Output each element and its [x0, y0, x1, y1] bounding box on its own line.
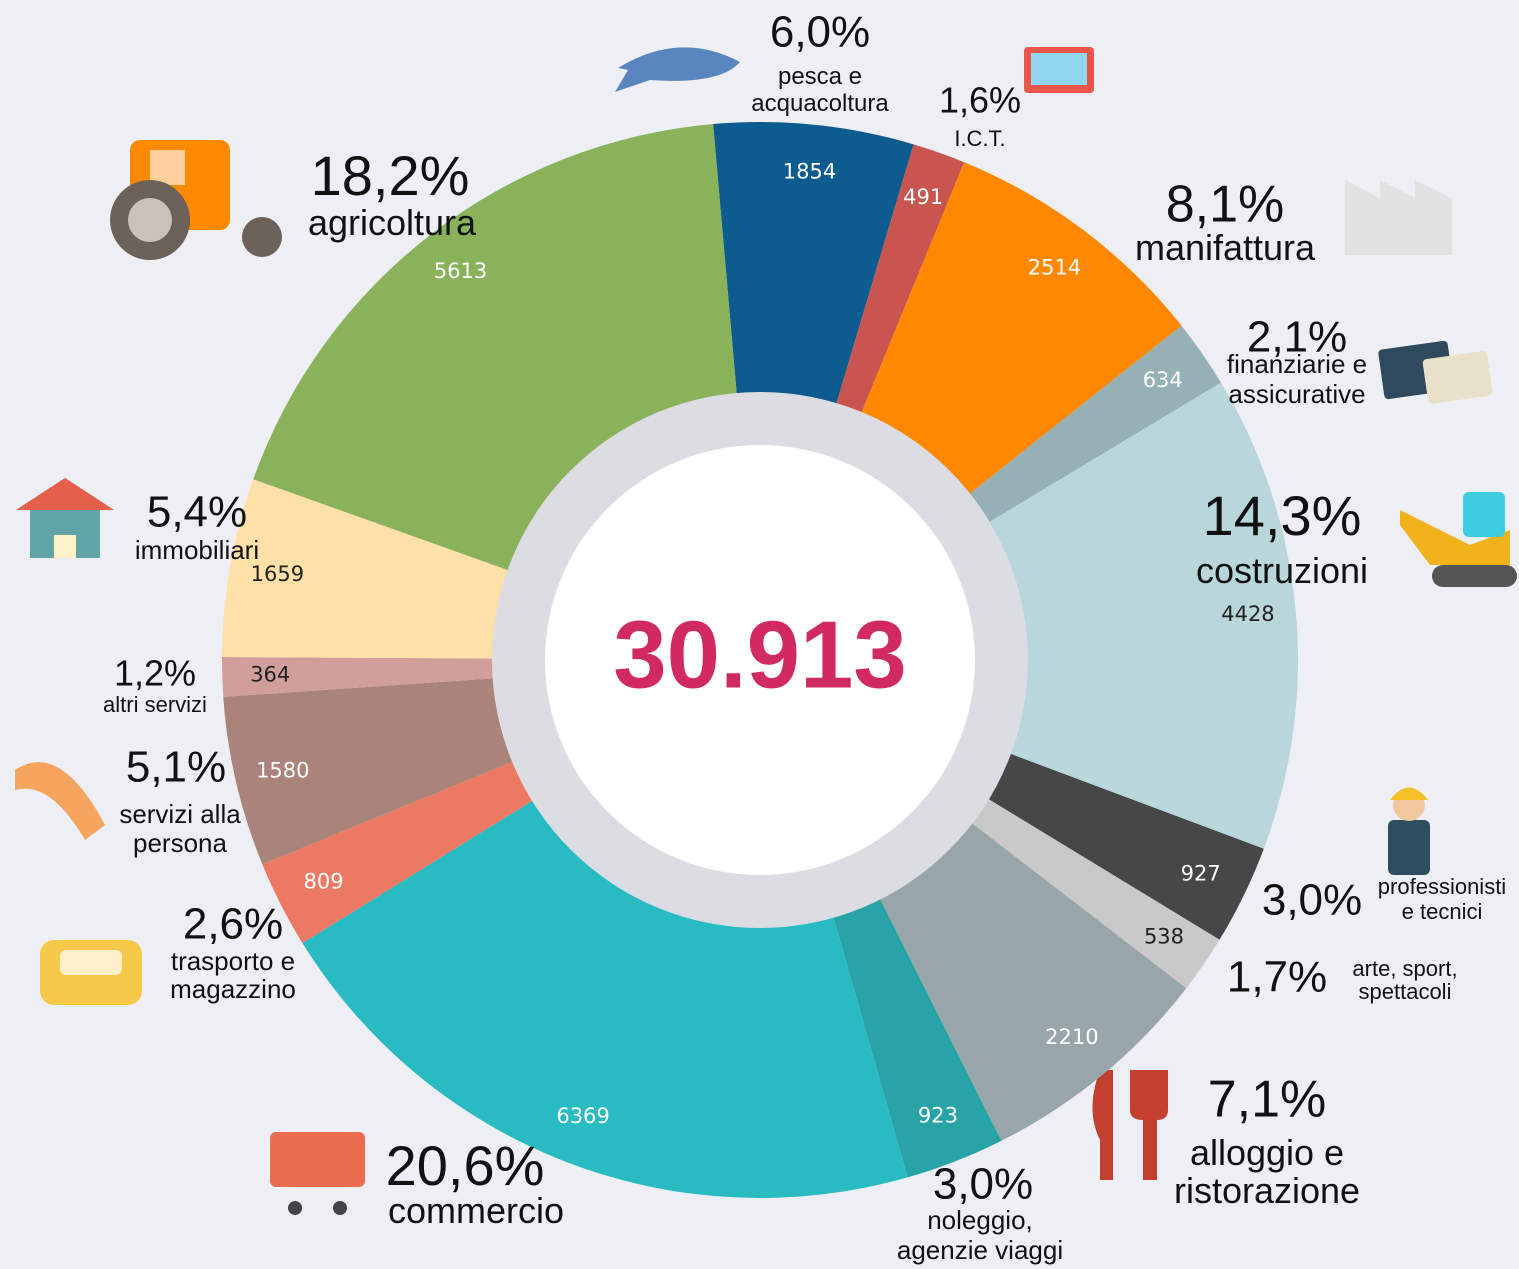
donut-hole: [545, 445, 975, 875]
percent-label: 18,2%: [311, 144, 470, 207]
category-label: immobiliari: [135, 535, 259, 565]
cart-icon: [288, 1201, 302, 1215]
card-icon: [1422, 351, 1493, 404]
percent-label: 1,6%: [939, 80, 1021, 121]
value-label: 1580: [256, 758, 309, 782]
monitor-icon: [1031, 53, 1087, 85]
percent-label: 3,0%: [933, 1160, 1033, 1209]
house-icon: [16, 478, 114, 510]
value-label: 1659: [251, 562, 304, 586]
percent-label: 5,1%: [126, 743, 226, 792]
fish-icon: [615, 47, 740, 92]
value-label: 2210: [1045, 1025, 1098, 1049]
category-label: I.C.T.: [954, 126, 1005, 151]
factory-icon: [1345, 180, 1452, 255]
icons: [15, 47, 1517, 1215]
category-label: arte, sport, spettacoli: [1352, 956, 1457, 1004]
value-label: 538: [1144, 924, 1184, 948]
excavator-icon: [1432, 565, 1517, 587]
center-total: 30.913: [613, 601, 907, 708]
category-label: manifattura: [1135, 227, 1316, 268]
category-label: agricoltura: [308, 202, 477, 243]
percent-label: 7,1%: [1208, 1071, 1327, 1129]
category-label: trasporto e magazzino: [170, 946, 296, 1004]
excavator-icon: [1463, 492, 1505, 537]
percent-label: 5,4%: [147, 488, 247, 537]
cart-icon: [333, 1201, 347, 1215]
category-label: noleggio, agenzie viaggi: [897, 1205, 1063, 1265]
house-icon: [54, 535, 76, 558]
percent-label: 14,3%: [1203, 484, 1362, 547]
percent-label: 3,0%: [1262, 876, 1362, 925]
value-label: 364: [250, 662, 290, 686]
value-label: 2514: [1028, 255, 1081, 279]
professional-icon: [1390, 787, 1428, 800]
percent-label: 8,1%: [1166, 176, 1285, 234]
value-label: 634: [1143, 368, 1183, 392]
tractor-icon: [150, 150, 185, 185]
value-label: 809: [304, 870, 344, 894]
excavator-icon: [1400, 510, 1510, 565]
category-label: alloggio e ristorazione: [1174, 1132, 1360, 1211]
percent-label: 1,7%: [1227, 953, 1327, 1002]
value-label: 923: [918, 1104, 958, 1128]
percent-label: 2,1%: [1247, 313, 1347, 362]
percent-label: 1,2%: [114, 653, 196, 694]
percent-label: 6,0%: [770, 8, 870, 57]
category-label: costruzioni: [1196, 550, 1368, 591]
taxi-icon: [60, 950, 122, 975]
slice: [760, 382, 1298, 849]
tractor-icon: [242, 217, 282, 257]
value-label: 491: [903, 185, 943, 209]
category-label: servizi alla persona: [119, 799, 241, 858]
category-label: altri servizi: [103, 692, 207, 717]
fork-icon: [1130, 1070, 1168, 1180]
value-label: 1854: [783, 160, 836, 184]
cart-icon: [270, 1132, 365, 1187]
tractor-icon: [128, 198, 172, 242]
percent-label: 20,6%: [386, 1134, 545, 1197]
category-label: professionisti e tecnici: [1378, 874, 1506, 924]
knife-icon: [1092, 1070, 1113, 1180]
comb-icon: [15, 762, 105, 840]
category-label: pesca e acquacoltura: [751, 63, 889, 117]
value-label: 927: [1181, 861, 1221, 885]
value-label: 4428: [1221, 602, 1274, 626]
percent-label: 2,6%: [183, 900, 283, 949]
value-label: 5613: [434, 259, 487, 283]
value-label: 6369: [556, 1104, 609, 1128]
category-label: commercio: [388, 1190, 564, 1231]
category-label: finanziarie e assicurative: [1227, 349, 1367, 409]
professional-icon: [1388, 820, 1430, 875]
